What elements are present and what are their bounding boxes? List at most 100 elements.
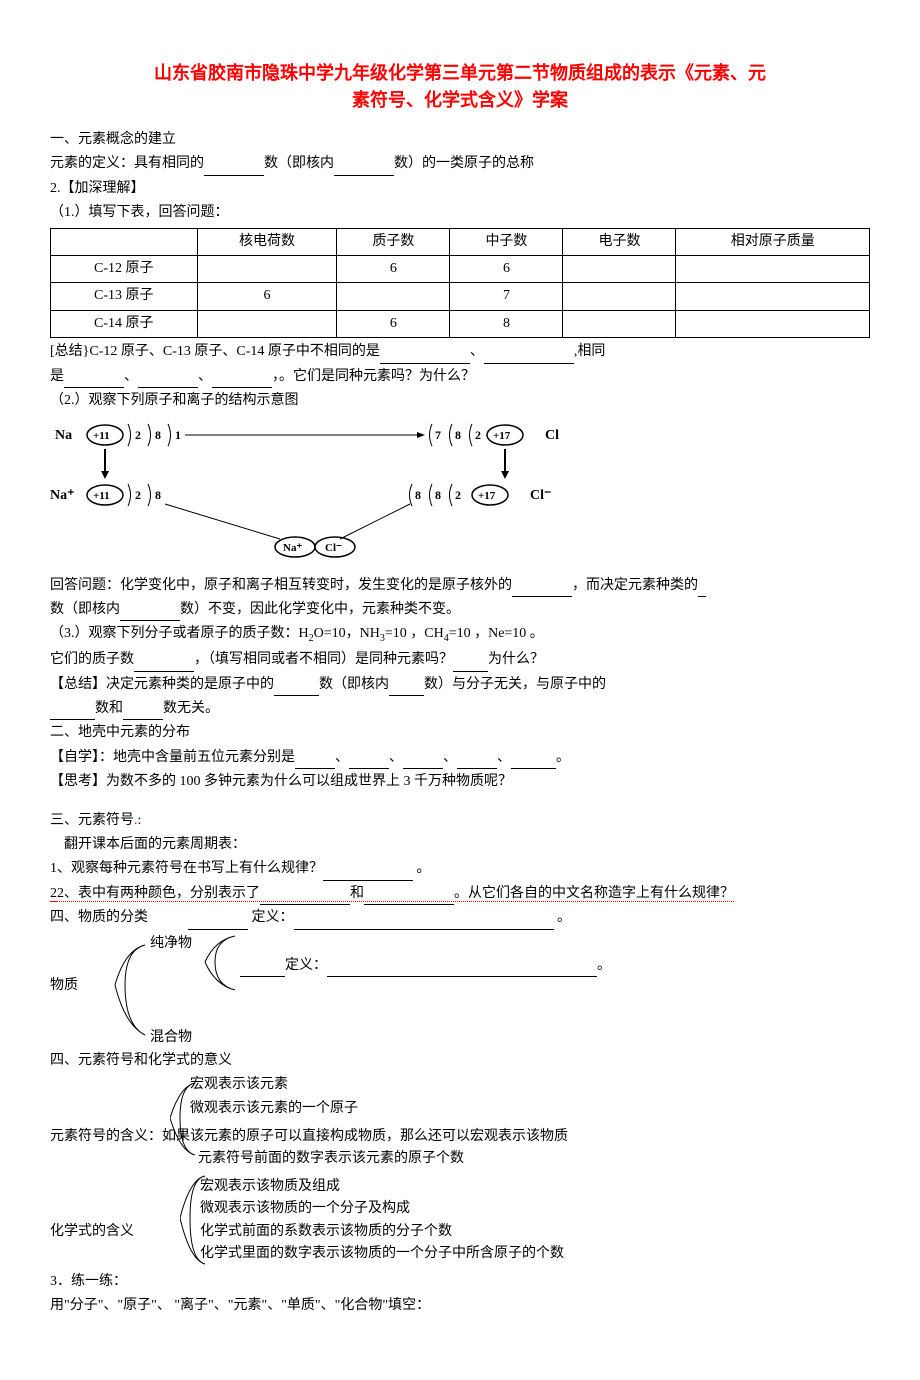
matter-label: 物质 (50, 975, 78, 997)
section-4-q2: 22、表中有两种颜色，分别表示了和。从它们各自的中文名称造字上有什么规律？ (50, 886, 734, 902)
section-2-sub2: （2.）观察下列原子和离子的结构示意图 (50, 390, 870, 412)
table-row: C-12 原子 6 6 (51, 255, 870, 282)
section-2-heading: 2.【加深理解】 (50, 178, 870, 200)
section-3-heading: 二、地壳中元素的分布 (50, 722, 870, 744)
element-definition: 元素的定义：具有相同的 数（即核内 数）的一类原子的总称 (50, 153, 870, 175)
sum2-a: 【总结】决定元素种类的是原子中的 (50, 677, 274, 692)
s6-numfront: 元素符号前面的数字表示该元素的原子个数 (198, 1148, 464, 1170)
section-3-think: 【思考】为数不多的 100 多钟元素为什么可以组成世界上 3 千万种物质呢？ (50, 771, 870, 793)
svg-text:Na⁺: Na⁺ (283, 542, 302, 554)
blank (364, 890, 454, 905)
blank (64, 373, 124, 388)
blank (511, 754, 556, 769)
sum2-e: 数无关。 (163, 701, 219, 716)
sum2-d: 数和 (95, 701, 123, 716)
section-7-heading: 3．练一练： (50, 1271, 870, 1293)
svg-text:7: 7 (435, 428, 441, 442)
blank (327, 962, 597, 977)
svg-text:2: 2 (135, 488, 141, 502)
blank-1 (204, 161, 264, 176)
sum1-g: ，。它们是同种元素吗？为什么？ (272, 369, 475, 384)
s3-self-text: 【自学】：地壳中含量前五位元素分别是 (50, 750, 295, 765)
svg-text:1: 1 (175, 428, 181, 442)
def-text-1: 元素的定义：具有相同的 (50, 156, 204, 171)
q3-c: 为什么？ (488, 652, 544, 667)
sum1-b: 、 (470, 344, 484, 359)
q2-b: ，而决定元素种类的 (572, 578, 698, 593)
cell: 7 (450, 283, 563, 310)
th-neutron: 中子数 (450, 228, 563, 255)
summary-1: [总结}C-12 原子、C-13 原子、C-14 原子中不相同的是、,相同 (50, 341, 870, 363)
blank (260, 890, 350, 905)
isotope-table: 核电荷数 质子数 中子数 电子数 相对原子质量 C-12 原子 6 6 C-13… (50, 228, 870, 339)
th-mass: 相对原子质量 (676, 228, 870, 255)
svg-text:Cl⁻: Cl⁻ (325, 542, 342, 554)
pure-label: 纯净物 (150, 933, 192, 955)
blank (294, 915, 554, 930)
section-4-q1: 1、观察每种元素符号在书写上有什么规律？ 。 (50, 858, 870, 880)
section-4-heading: 三、元素符号.: (50, 810, 870, 832)
section-5-heading: 四、物质的分类 定义： 。 (50, 907, 870, 929)
section-6-heading: 四、元素符号和化学式的意义 (50, 1050, 870, 1072)
cell (563, 310, 676, 337)
summary-2b: 数和 数无关。 (50, 698, 870, 720)
sum2-c: 数）与分子无关，与原子中的 (424, 677, 606, 692)
cell: 8 (450, 310, 563, 337)
sum1-a: [总结}C-12 原子、C-13 原子、C-14 原子中不相同的是 (50, 344, 380, 359)
cell (676, 255, 870, 282)
th-electron: 电子数 (563, 228, 676, 255)
symbol-meaning-bracket: 元素符号的含义：如果该元素的原子可以直接构成物质，那么还可以宏观表示该物质 元素… (50, 1126, 870, 1171)
svg-text:+11: +11 (93, 430, 110, 442)
s6-subnum: 化学式里面的数字表示该物质的一个分子中所含原子的个数 (50, 1243, 870, 1265)
svg-text:+11: +11 (93, 490, 110, 502)
cell (337, 283, 450, 310)
cell: 6 (197, 283, 337, 310)
blank (389, 681, 424, 696)
blank (123, 705, 163, 720)
svg-text:8: 8 (155, 428, 161, 442)
cell: 6 (337, 310, 450, 337)
s6-micro2: 微观表示该物质的一个分子及构成 (50, 1198, 870, 1220)
cell: C-12 原子 (51, 255, 198, 282)
table-row: C-13 原子 6 7 (51, 283, 870, 310)
th-proton: 质子数 (337, 228, 450, 255)
blank (274, 681, 319, 696)
section-1-heading: 一、元素概念的建立 (50, 129, 870, 151)
svg-text:+17: +17 (478, 490, 496, 502)
s4-q2b: 和 (350, 886, 364, 901)
q2-d: 数）不变，因此化学变化中，元素种类不变。 (180, 602, 460, 617)
svg-text:8: 8 (435, 488, 441, 502)
cell: 6 (450, 255, 563, 282)
svg-text:8: 8 (155, 488, 161, 502)
section-4-intro: 翻开课本后面的元素周期表： (50, 834, 870, 856)
blank (453, 657, 488, 672)
blank (698, 582, 706, 597)
def-label: 定义： (252, 910, 294, 925)
s6-formmean: 化学式的含义 (50, 1221, 200, 1243)
sum1-f: 、 (198, 369, 212, 384)
classification-bracket: 纯净物 定义：。 物质 混合物 (50, 935, 870, 1045)
svg-text:2: 2 (475, 428, 481, 442)
cell (197, 310, 337, 337)
blank (457, 754, 497, 769)
s6-symmean: 元素符号的含义：如果该元素的原子可以直接构成物质，那么还可以宏观表示该物质 (50, 1126, 568, 1148)
cell (563, 283, 676, 310)
blank (120, 606, 180, 621)
def-text-2: 数（即核内 (264, 156, 334, 171)
section-3-self: 【自学】：地壳中含量前五位元素分别是、、、、。 (50, 747, 870, 769)
sum1-e: 、 (124, 369, 138, 384)
blank (295, 754, 335, 769)
cell (563, 255, 676, 282)
th-nuclear: 核电荷数 (197, 228, 337, 255)
blank (50, 705, 95, 720)
blank (138, 373, 198, 388)
sum2-b: 数（即核内 (319, 677, 389, 692)
title-line2: 素符号、化学式含义》学案 (352, 90, 568, 110)
section-2-sub1: （1.）填写下表，回答问题： (50, 202, 870, 224)
s6-macro2: 宏观表示该物质及组成 (50, 1176, 870, 1198)
def-text-3: 数）的一类原子的总称 (394, 156, 534, 171)
svg-text:8: 8 (455, 428, 461, 442)
s4-q2a: 2、表中有两种颜色，分别表示了 (57, 886, 260, 901)
q3-b: ，（填写相同或者不相同）是同种元素吗？ (194, 652, 453, 667)
cell: 6 (337, 255, 450, 282)
